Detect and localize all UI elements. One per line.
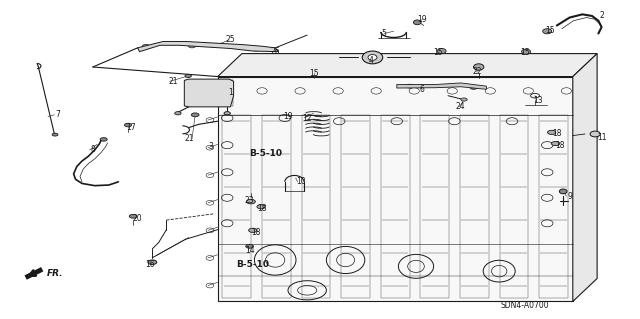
Text: 17: 17 <box>126 123 136 132</box>
Text: 16: 16 <box>145 260 156 269</box>
Text: 7: 7 <box>55 110 60 119</box>
Polygon shape <box>573 54 597 301</box>
Text: 19: 19 <box>417 15 428 24</box>
Ellipse shape <box>522 49 531 54</box>
Ellipse shape <box>52 133 58 136</box>
Text: 20: 20 <box>132 214 143 223</box>
Text: 3: 3 <box>209 142 214 151</box>
Text: 4: 4 <box>369 56 374 65</box>
Ellipse shape <box>249 228 257 232</box>
Ellipse shape <box>362 51 383 64</box>
Text: 13: 13 <box>532 96 543 105</box>
Ellipse shape <box>257 205 266 209</box>
Text: 21: 21 <box>184 134 193 143</box>
Polygon shape <box>397 83 486 89</box>
Ellipse shape <box>548 130 556 135</box>
Text: 21: 21 <box>168 77 177 86</box>
Ellipse shape <box>461 98 467 101</box>
Text: B-5-10: B-5-10 <box>236 260 269 269</box>
Ellipse shape <box>252 47 260 51</box>
Text: 15: 15 <box>520 48 530 57</box>
Ellipse shape <box>142 44 150 49</box>
Text: 24: 24 <box>456 102 466 111</box>
Ellipse shape <box>188 43 196 48</box>
Text: 15: 15 <box>433 48 444 57</box>
Ellipse shape <box>543 29 552 34</box>
Text: 11: 11 <box>597 133 606 142</box>
Text: 15: 15 <box>545 26 556 35</box>
Text: 19: 19 <box>283 112 293 121</box>
Ellipse shape <box>552 142 559 145</box>
Ellipse shape <box>100 138 108 141</box>
Text: 25: 25 <box>225 35 236 44</box>
Ellipse shape <box>368 55 377 60</box>
Text: 26: 26 <box>270 47 280 56</box>
Text: SDN4-A0700: SDN4-A0700 <box>500 301 549 310</box>
Ellipse shape <box>474 64 484 70</box>
Text: B-5-10: B-5-10 <box>249 149 282 158</box>
Polygon shape <box>184 79 234 107</box>
Text: 8: 8 <box>90 145 95 154</box>
Text: 9: 9 <box>567 192 572 201</box>
Ellipse shape <box>129 214 137 218</box>
Ellipse shape <box>437 48 446 54</box>
Text: 6: 6 <box>420 85 425 94</box>
Text: 10: 10 <box>296 177 306 186</box>
Text: 18: 18 <box>252 228 260 237</box>
Text: 12: 12 <box>303 114 312 122</box>
Text: 18: 18 <box>258 204 267 213</box>
Polygon shape <box>138 41 278 52</box>
Text: 1: 1 <box>228 88 233 97</box>
Text: 2: 2 <box>599 11 604 20</box>
Ellipse shape <box>590 131 600 137</box>
Text: 15: 15 <box>308 69 319 78</box>
Ellipse shape <box>124 123 132 127</box>
Text: 18: 18 <box>556 141 564 150</box>
Text: 22: 22 <box>472 67 481 76</box>
Text: 23: 23 <box>244 197 255 205</box>
Ellipse shape <box>175 112 181 115</box>
Text: 14: 14 <box>244 246 255 255</box>
Ellipse shape <box>148 260 157 264</box>
Polygon shape <box>218 54 597 77</box>
Text: 5: 5 <box>381 29 387 38</box>
Ellipse shape <box>559 189 567 194</box>
Ellipse shape <box>185 74 191 78</box>
Ellipse shape <box>246 244 253 248</box>
Text: 18: 18 <box>552 130 561 138</box>
Ellipse shape <box>191 113 199 117</box>
Polygon shape <box>218 77 573 301</box>
Ellipse shape <box>470 85 477 89</box>
Ellipse shape <box>406 84 413 88</box>
Text: FR.: FR. <box>47 269 63 278</box>
Ellipse shape <box>413 20 421 25</box>
Ellipse shape <box>224 112 230 115</box>
Ellipse shape <box>246 199 255 204</box>
